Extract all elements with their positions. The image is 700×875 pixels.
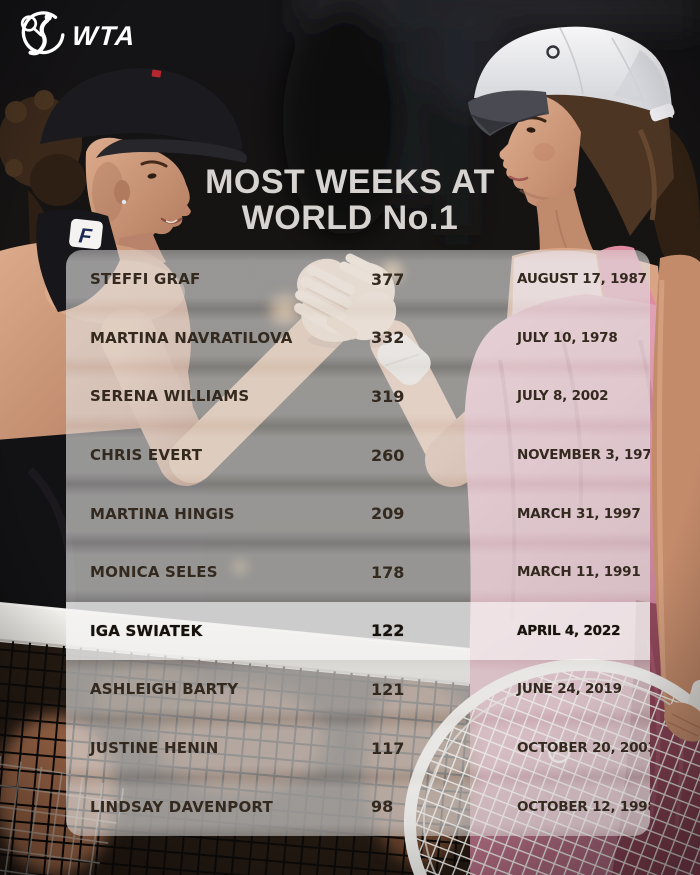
table-row: STEFFI GRAF 377 AUGUST 17, 1987 — [66, 250, 650, 309]
player-name: STEFFI GRAF — [90, 270, 201, 289]
player-name: LINDSAY DAVENPORT — [90, 797, 273, 816]
weeks-value: 377 — [371, 269, 405, 289]
table-row: CHRIS EVERT 260 NOVEMBER 3, 1975 — [66, 425, 650, 485]
weeks-value: 209 — [371, 504, 405, 524]
date-value: JULY 10, 1978 — [517, 329, 618, 346]
weeks-value: 319 — [371, 386, 405, 406]
date-value: OCTOBER 12, 1998 — [517, 798, 650, 815]
date-value: OCTOBER 20, 2003 — [517, 740, 650, 757]
weeks-value: 260 — [371, 445, 405, 465]
wta-logo: WTA — [16, 10, 138, 62]
date-value: JULY 8, 2002 — [517, 388, 609, 405]
table-row: ASHLEIGH BARTY 121 JUNE 24, 2019 — [66, 660, 650, 719]
wta-player-icon — [20, 11, 65, 56]
table-row: JUSTINE HENIN 117 OCTOBER 20, 2003 — [66, 718, 650, 778]
date-value: JUNE 24, 2019 — [517, 681, 622, 698]
player-name: MARTINA NAVRATILOVA — [90, 328, 293, 347]
title-line-2: WORLD No.1 — [241, 199, 459, 237]
table-row: MONICA SELES 178 MARCH 11, 1991 — [66, 542, 650, 602]
weeks-value: 117 — [371, 738, 405, 758]
player-name: CHRIS EVERT — [90, 446, 203, 465]
page-title: MOST WEEKS AT WORLD No.1 — [0, 164, 700, 236]
player-name: JUSTINE HENIN — [90, 739, 219, 758]
player-name: IGA SWIATEK — [90, 621, 203, 640]
player-name: MARTINA HINGIS — [90, 504, 235, 523]
weeks-value: 98 — [371, 797, 394, 817]
date-value: MARCH 31, 1997 — [517, 505, 641, 522]
wta-wordmark: WTA — [70, 20, 138, 51]
table-row: LINDSAY DAVENPORT 98 OCTOBER 12, 1998 — [66, 777, 650, 836]
weeks-value: 122 — [371, 621, 405, 641]
date-value: NOVEMBER 3, 1975 — [517, 447, 650, 464]
stats-panel: STEFFI GRAF 377 AUGUST 17, 1987 MARTINA … — [66, 250, 650, 836]
player-name: MONICA SELES — [90, 563, 218, 582]
title-line-1: MOST WEEKS AT — [205, 163, 495, 201]
table-row: MARTINA HINGIS 209 MARCH 31, 1997 — [66, 484, 650, 543]
date-value: AUGUST 17, 1987 — [517, 271, 647, 288]
player-name: SERENA WILLIAMS — [90, 387, 250, 406]
table-row-highlighted: IGA SWIATEK 122 APRIL 4, 2022 — [66, 601, 650, 661]
weeks-value: 121 — [371, 679, 405, 699]
player-name: ASHLEIGH BARTY — [90, 680, 239, 699]
table-row: MARTINA NAVRATILOVA 332 JULY 10, 1978 — [66, 308, 650, 368]
date-value: APRIL 4, 2022 — [517, 622, 621, 639]
weeks-value: 178 — [371, 562, 405, 582]
date-value: MARCH 11, 1991 — [517, 564, 641, 581]
weeks-value: 332 — [371, 328, 405, 348]
table-row: SERENA WILLIAMS 319 JULY 8, 2002 — [66, 367, 650, 426]
